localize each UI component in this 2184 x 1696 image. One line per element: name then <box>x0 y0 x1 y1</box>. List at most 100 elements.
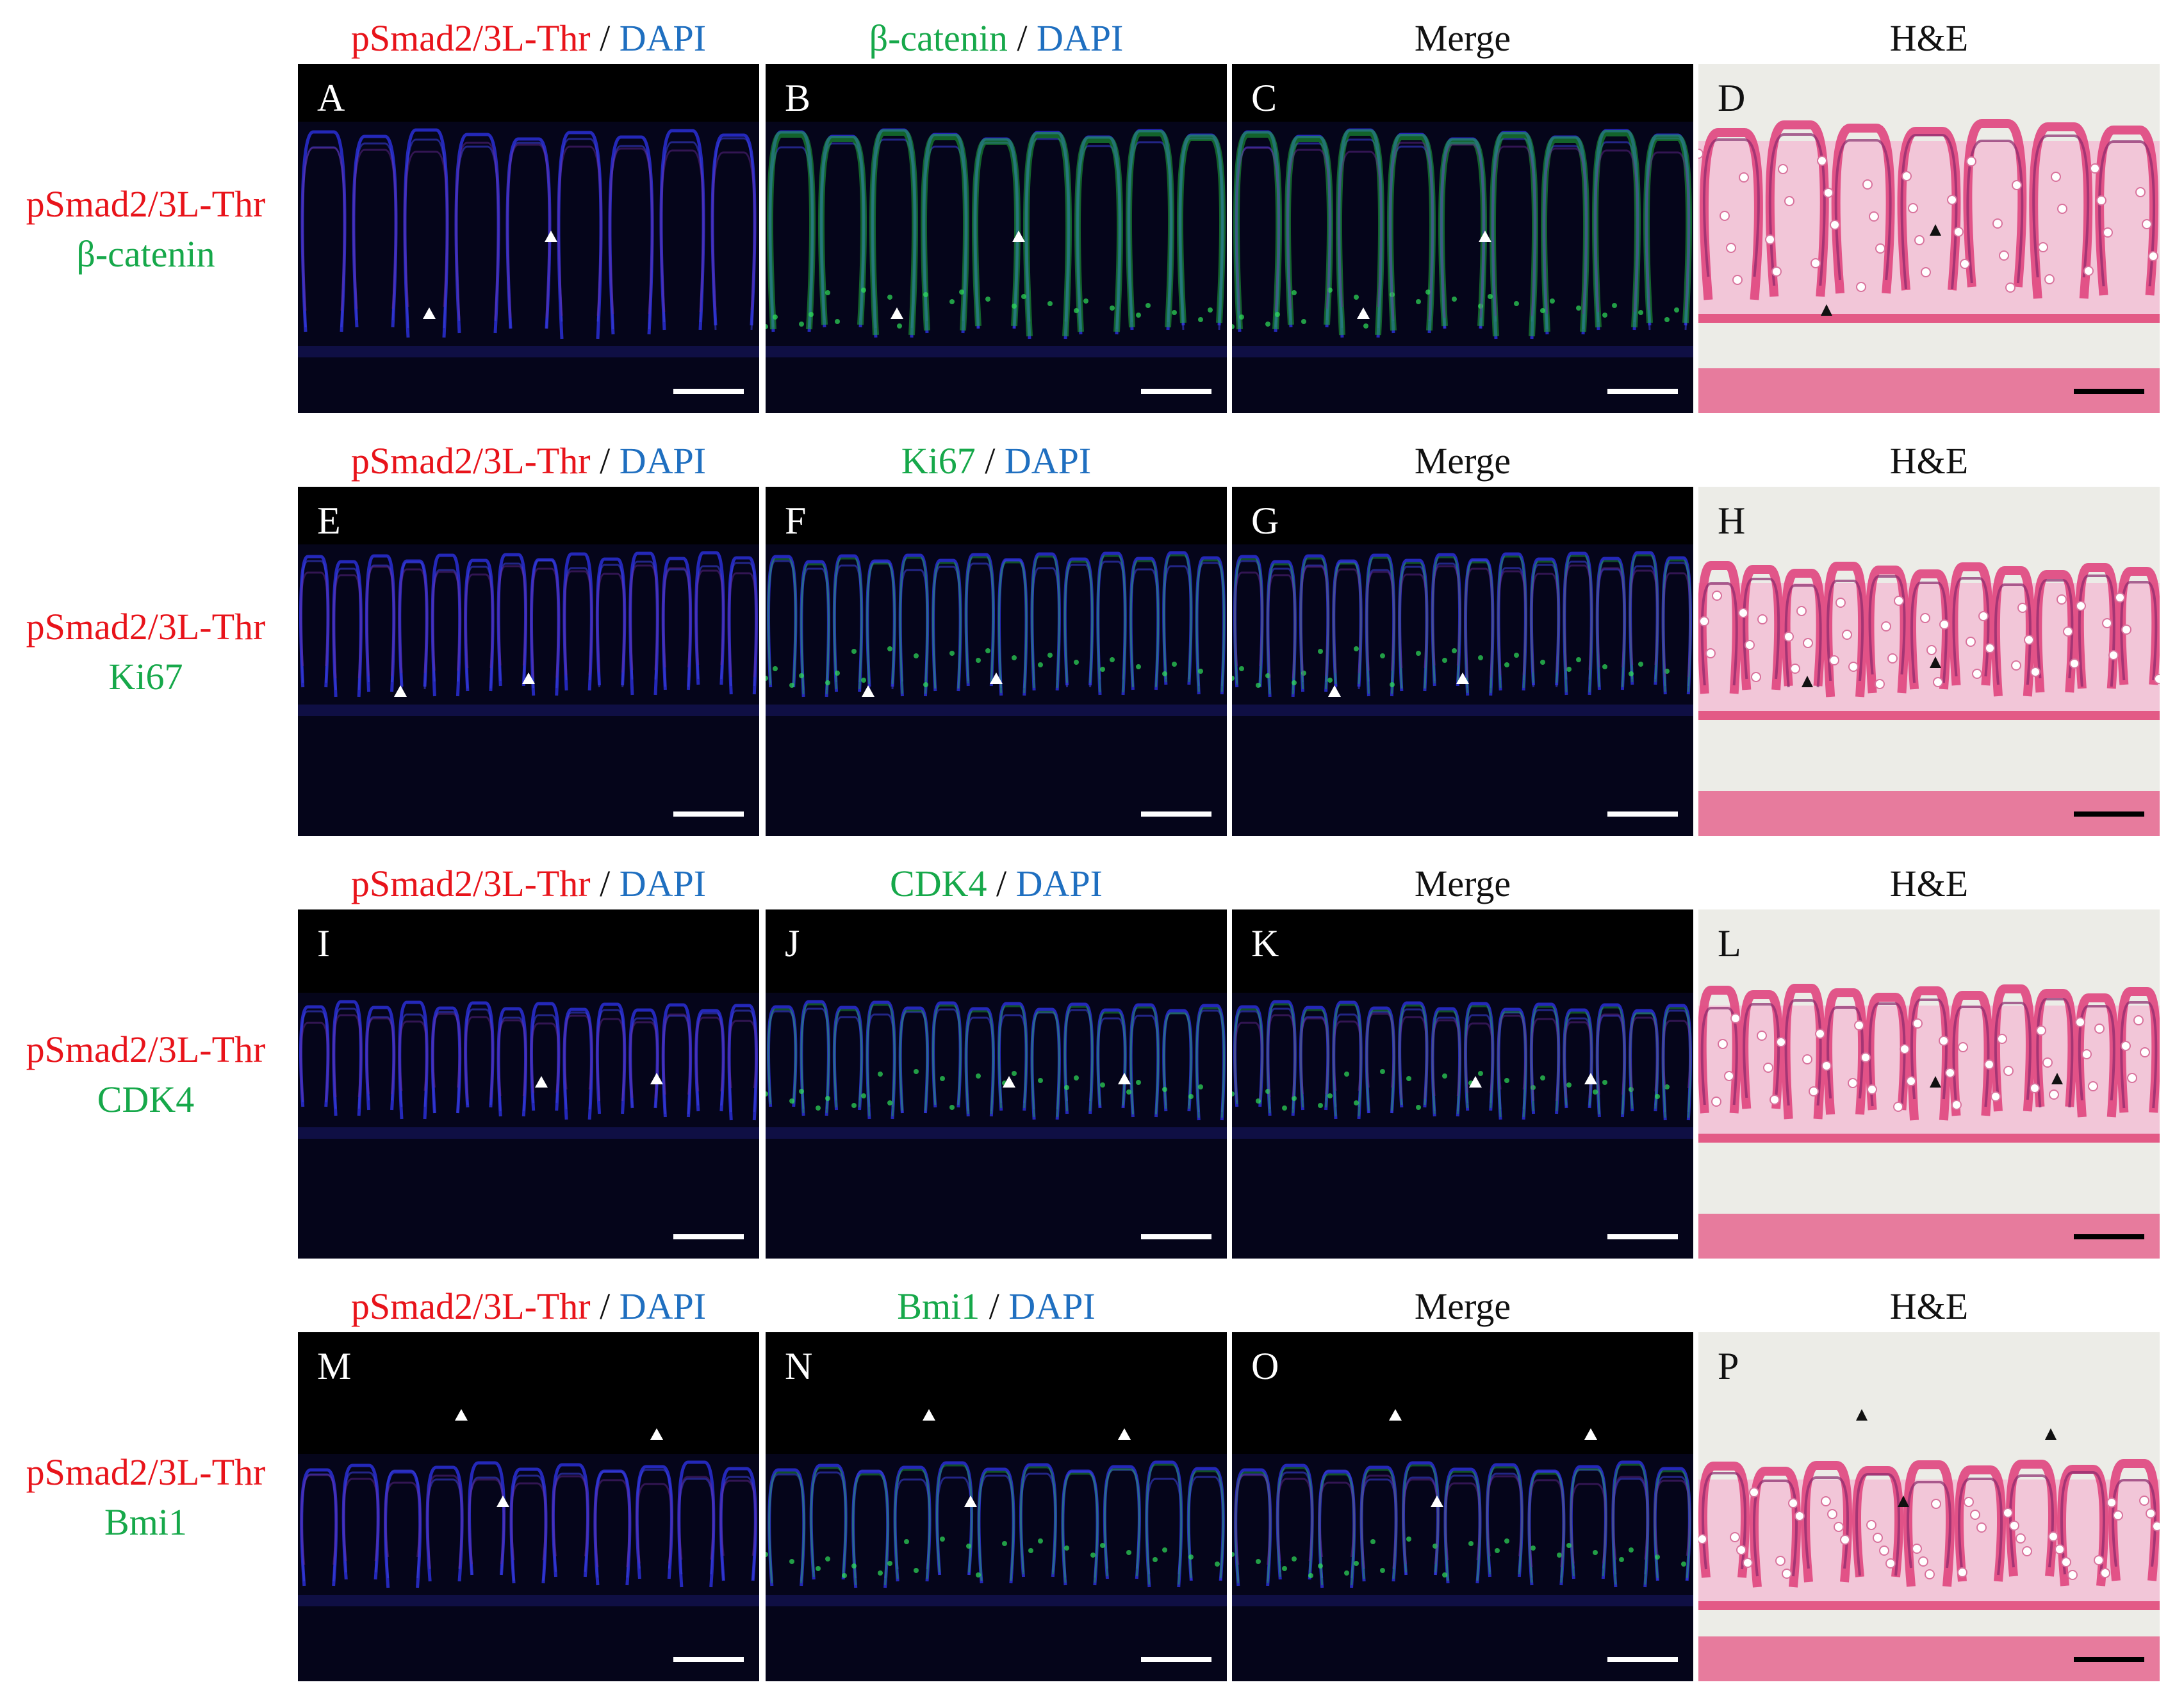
marker-puncta <box>1433 1544 1438 1549</box>
marker-puncta <box>949 651 955 656</box>
goblet-cell <box>1815 1029 1825 1039</box>
submucosa-band <box>298 705 759 716</box>
marker-puncta <box>1380 1568 1385 1573</box>
marker-signal <box>1234 554 1691 695</box>
counterstain-text: DAPI <box>619 440 707 482</box>
marker-puncta <box>1265 1089 1270 1094</box>
psmad-signal <box>301 142 756 320</box>
micrograph-image <box>766 1409 1227 1681</box>
goblet-cell <box>1854 1020 1864 1031</box>
fluorescence-micrograph-panel: O <box>1232 1332 1693 1681</box>
arrowhead-marker <box>1456 673 1469 684</box>
micrograph-image <box>298 993 759 1259</box>
goblet-cell <box>1958 1042 1968 1052</box>
marker-puncta <box>1172 310 1177 315</box>
goblet-cell <box>1821 1061 1832 1071</box>
goblet-cell <box>1827 1509 1837 1519</box>
marker-puncta <box>1354 646 1359 651</box>
tissue-background <box>1232 993 1693 1259</box>
goblet-cell <box>2094 1555 2104 1565</box>
col-title-stain: pSmad2/3L-Thr / DAPI <box>298 436 759 487</box>
marker-puncta <box>816 1105 821 1111</box>
separator: / <box>590 1285 620 1327</box>
he-micrograph-panel: L <box>1698 909 2160 1259</box>
panel-letter: F <box>785 500 807 542</box>
goblet-cell <box>1821 1496 1831 1506</box>
scale-bar <box>2074 1657 2144 1662</box>
marker-puncta <box>1162 1547 1167 1553</box>
goblet-cell <box>1991 1091 2001 1102</box>
goblet-cell <box>1830 220 1840 230</box>
marker-puncta <box>1566 1543 1572 1548</box>
goblet-cell <box>1788 1498 1798 1508</box>
row-label-red: pSmad2/3L-Thr <box>26 606 266 648</box>
arrowhead-marker <box>650 1073 663 1084</box>
goblet-cell <box>1893 1102 1903 1112</box>
marker-puncta <box>940 1537 945 1542</box>
marker-puncta <box>1540 660 1545 665</box>
arrowhead-marker <box>1003 1076 1015 1088</box>
arrowhead-marker <box>862 685 874 697</box>
goblet-cell <box>2003 1066 2014 1076</box>
marker-puncta <box>1327 288 1333 293</box>
marker-puncta <box>835 319 840 324</box>
marker-signal <box>768 1464 1224 1586</box>
goblet-cell <box>2135 187 2146 197</box>
marker-text: Bmi1 <box>897 1285 980 1327</box>
marker-puncta <box>1275 312 1280 317</box>
goblet-cell <box>1869 211 1879 222</box>
marker-puncta <box>1380 653 1385 658</box>
marker-puncta <box>1012 1071 1017 1076</box>
submucosa-band <box>298 346 759 357</box>
arrowhead-marker <box>1479 231 1491 242</box>
marker-puncta <box>1514 301 1519 306</box>
marker-puncta <box>1153 1557 1158 1562</box>
goblet-cell <box>1835 598 1846 608</box>
scale-bar <box>2074 1234 2144 1239</box>
marker-puncta <box>1292 290 1297 295</box>
goblet-cell <box>1749 1487 1759 1497</box>
marker-puncta <box>1344 1072 1349 1077</box>
panel-letter: C <box>1251 77 1277 119</box>
marker-puncta <box>1198 1084 1203 1089</box>
col-title-marker: β-catenin / DAPI <box>766 13 1227 64</box>
goblet-cell <box>1796 606 1807 616</box>
marker-puncta <box>1002 1541 1007 1546</box>
marker-puncta <box>1232 1552 1235 1557</box>
crypt-outline-inner <box>768 1469 1224 1582</box>
marker-puncta <box>1531 1085 1536 1090</box>
marker-puncta <box>1390 292 1395 297</box>
goblet-cell <box>1809 1086 1819 1097</box>
goblet-cell <box>1698 149 1704 159</box>
micrograph-image <box>1232 544 1693 836</box>
goblet-cell <box>2133 1015 2144 1025</box>
submucosa-band <box>766 705 1227 716</box>
he-micrograph-panel: P <box>1698 1332 2160 1681</box>
he-micrograph-panel: D <box>1698 64 2160 413</box>
panel-letter: E <box>317 500 341 542</box>
goblet-cell <box>1698 1534 1707 1544</box>
crypt-outline-inner <box>768 1007 1225 1114</box>
panel-letter: L <box>1718 922 1741 965</box>
marker-puncta <box>1602 313 1607 318</box>
crypt-outline-inner <box>301 137 756 330</box>
goblet-cell <box>2011 660 2021 671</box>
goblet-cell <box>2009 1521 2019 1531</box>
separator: / <box>975 440 1005 482</box>
goblet-cell <box>2108 650 2119 660</box>
goblet-cell <box>1834 1522 1844 1532</box>
col-title-he: H&E <box>1889 440 1969 482</box>
arrowhead-marker <box>1930 656 1941 668</box>
goblet-cell <box>1867 1084 1877 1095</box>
goblet-cell <box>1939 619 1950 630</box>
scale-bar <box>673 1234 744 1239</box>
counterstain-text: DAPI <box>1037 17 1124 59</box>
marker-puncta <box>766 676 768 681</box>
arrowhead-marker <box>891 307 903 319</box>
goblet-cell <box>1711 1097 1721 1107</box>
goblet-cell <box>2075 1017 2085 1027</box>
row-label-red: pSmad2/3L-Thr <box>26 183 266 225</box>
crypt-outline <box>299 1000 758 1121</box>
goblet-cell <box>2127 1073 2137 1083</box>
goblet-cell <box>2081 1049 2092 1059</box>
